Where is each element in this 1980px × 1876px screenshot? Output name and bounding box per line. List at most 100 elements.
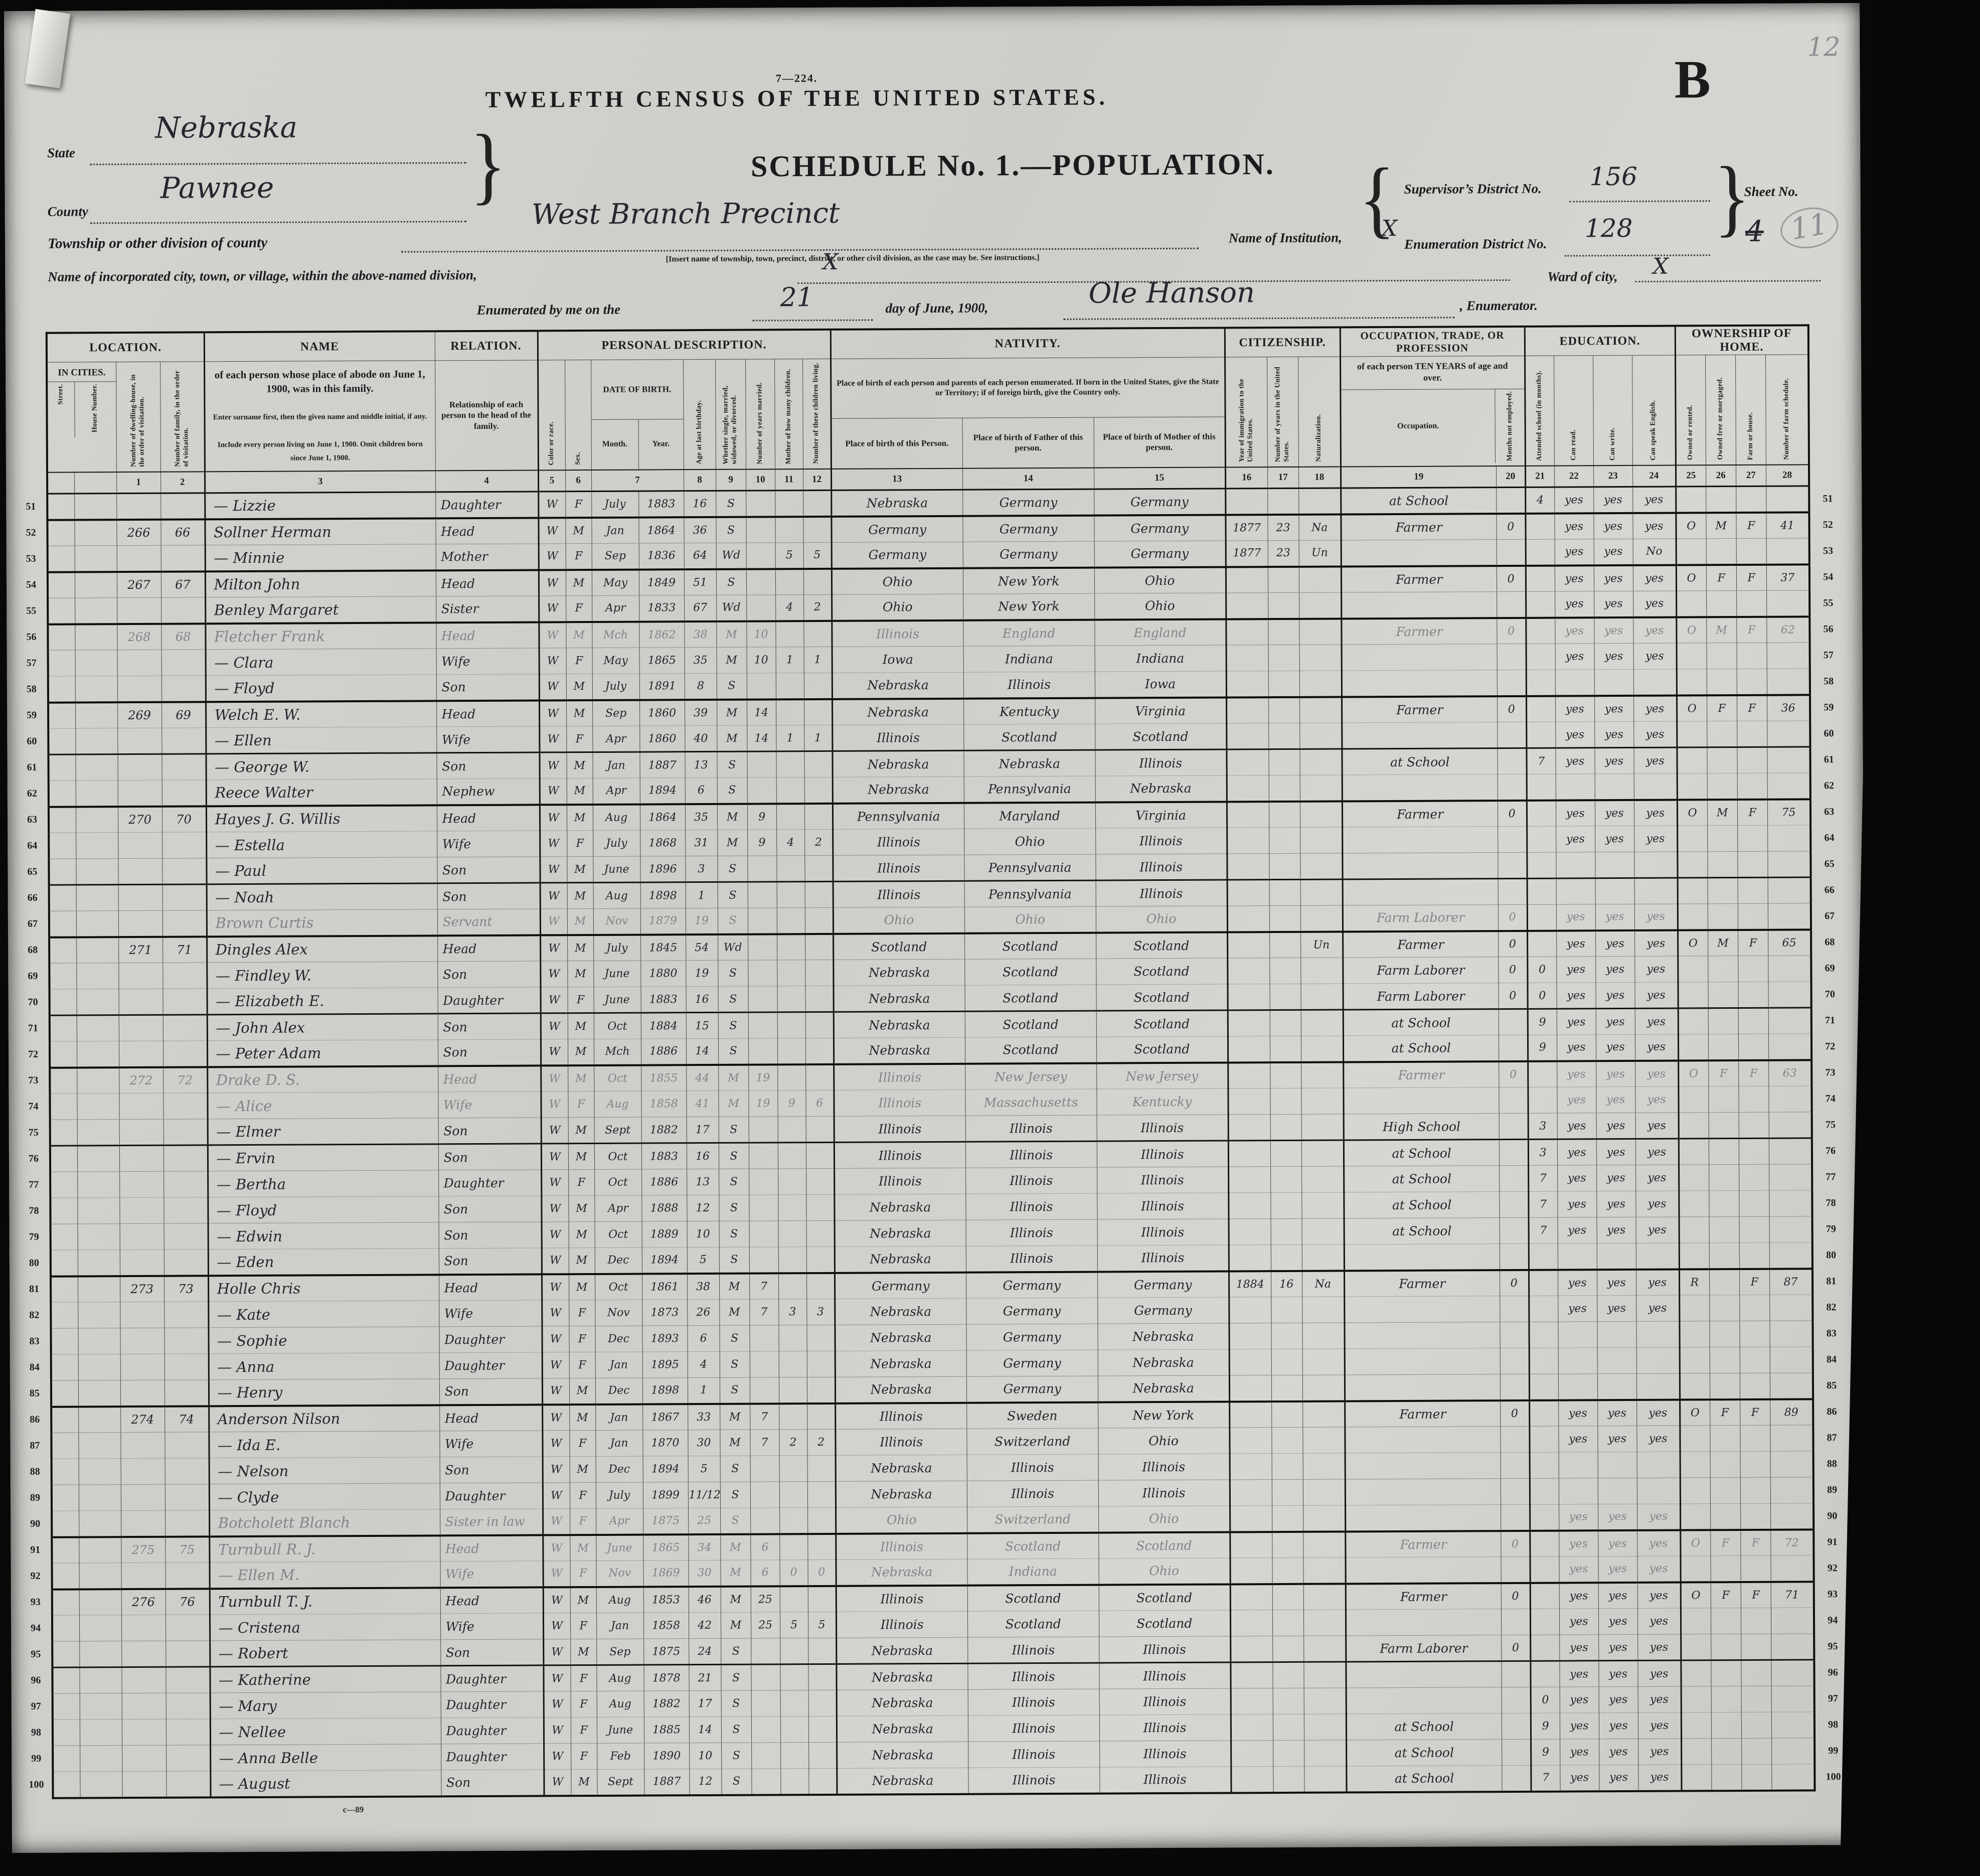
cell-attended-school [1529,1374,1559,1400]
cell-mother-of [777,1012,805,1038]
cell-occupation [1343,1087,1499,1114]
cell-can-write: yes [1595,930,1635,957]
cell-can-read: yes [1554,513,1594,540]
cell-name: — Clara [205,648,436,676]
cell-house-number [77,1093,119,1120]
cell-pob-person: Germany [831,516,963,543]
cell-pob-person: Nebraska [835,1455,967,1482]
cell-can-write: yes [1594,695,1634,722]
cell-age: 21 [689,1664,721,1691]
cell-relation: Head [437,934,541,962]
cell-marital: S [717,856,748,882]
cell-birth-year: 1884 [640,1012,686,1039]
cell-owned-free [1707,877,1738,904]
cell-months-not-employed [1496,539,1526,566]
cell-street [53,1771,80,1798]
cell-farm-house [1740,1503,1771,1530]
colnum-18: 18 [1298,466,1341,489]
cell-can-write [1596,1243,1636,1270]
cell-occupation: Farmer [1343,1061,1499,1088]
cell-farm-house [1737,877,1768,904]
cell-owned-rented [1680,1503,1711,1530]
cell-pob-father: Illinois [965,1141,1097,1168]
cell-occupation [1345,1374,1501,1401]
cell-mother-of [778,1246,807,1273]
cell-can-write: yes [1594,643,1633,670]
cell-attended-school [1530,1530,1559,1557]
row-number-left: 78 [29,1205,39,1216]
row-number-left: 63 [27,814,38,825]
col-pob-person: Place of birth of this Person. [831,418,963,469]
cell-months-not-employed [1499,1087,1528,1114]
cell-age: 10 [689,1743,722,1769]
cell-farm-house [1737,747,1767,773]
cell-pob-father: Illinois [963,672,1095,699]
enumerator-value: Ole Hanson [1088,276,1255,310]
cell-children-living [804,855,833,882]
cell-mother-of [779,1403,807,1430]
cell-dwelling [118,858,162,885]
cell-color: W [539,726,567,752]
cell-street [49,1015,77,1042]
cell-house-number [80,1745,122,1772]
cell-naturalization [1302,1348,1345,1375]
row-number-right: 76 [1826,1145,1836,1157]
cell-pob-mother: Germany [1094,488,1226,516]
cell-can-read: yes [1555,643,1594,670]
cell-can-speak [1634,878,1678,904]
cell-can-read: yes [1557,1034,1596,1061]
cell-attended-school [1527,878,1556,905]
cell-age: 16 [686,986,718,1013]
cell-imm-year [1230,1557,1272,1584]
cell-months-not-employed [1500,1426,1530,1453]
cell-years-us [1270,1244,1302,1271]
cell-occupation: at School [1346,1739,1502,1766]
cell-name: — Ellen [206,726,437,754]
cell-street [47,571,75,598]
row-number-left: 60 [27,735,37,747]
cell-owned-free [1709,1295,1740,1321]
cell-can-speak: yes [1632,565,1677,591]
cell-house-number [77,1223,120,1250]
cell-pob-person: Illinois [836,1533,967,1560]
cell-pob-mother: Illinois [1099,1662,1231,1689]
table-body: 51 — Lizzie Daughter W F July 1883 16 S … [15,486,1851,1798]
cell-color: W [540,934,568,961]
cell-imm-year [1230,1505,1272,1532]
cell-house-number [75,650,117,676]
group-occupation: OCCUPATION, TRADE, OR PROFESSION [1340,326,1525,357]
cell-years-married [746,594,776,621]
cell-can-read: yes [1559,1530,1598,1557]
cell-dwelling: 275 [121,1536,166,1563]
cell-pob-person: Nebraska [836,1637,968,1664]
cell-years-married [751,1768,781,1795]
cell-farm-schedule [1767,746,1810,773]
cell-years-us [1269,931,1301,958]
day-line [752,319,873,322]
cell-pob-person: Illinois [832,620,963,647]
cell-occupation: Farmer [1345,1400,1501,1427]
cell-marital: M [718,1064,749,1091]
col-imm-year: Year of immigration to the United States… [1225,357,1268,467]
cell-imm-year [1227,879,1269,906]
cell-can-speak: yes [1637,1608,1681,1635]
row-number-left: 76 [28,1153,39,1164]
cell-dwelling [119,1145,164,1172]
cell-occupation [1344,1243,1500,1271]
cell-birth-month: July [593,934,641,961]
colnum-24: 24 [1632,465,1676,487]
cell-owned-free [1708,1112,1739,1139]
cell-street [52,1615,80,1642]
cell-can-write [1595,852,1634,878]
cell-age: 4 [687,1351,720,1378]
cell-relation: Son [438,1117,541,1144]
cell-birth-year: 1887 [644,1769,690,1796]
cell-farm-schedule: 37 [1766,564,1810,591]
cell-naturalization [1299,774,1343,802]
cell-mother-of: 2 [779,1429,807,1456]
cell-marital: S [716,517,746,543]
cell-family [164,1484,210,1511]
cell-naturalization: Na [1302,1270,1345,1297]
cell-can-speak: yes [1634,826,1678,852]
cell-farm-house [1741,1712,1772,1739]
